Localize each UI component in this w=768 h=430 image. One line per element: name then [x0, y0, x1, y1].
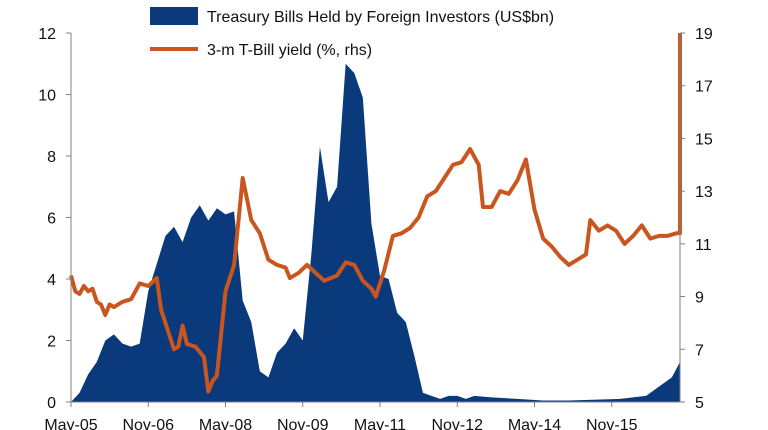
x-tick-label: Nov-15	[586, 417, 638, 430]
axes-layer: 0 2 4 6 8 10 12 5 7 9 11 13 15 17 19 May-05 Nov-06 May-08…	[38, 26, 713, 430]
y-right-tick-label: 9	[695, 290, 704, 307]
legend-line-label: 3-m T-Bill yield (%, rhs)	[207, 42, 372, 59]
y-right-tick-label: 13	[695, 184, 713, 201]
line-series-layer	[69, 33, 682, 394]
x-tick-label: May-05	[44, 417, 97, 430]
x-tick-label: May-11	[354, 417, 406, 430]
y-right-tick-label: 5	[695, 395, 704, 412]
y-right-tick-label: 19	[695, 26, 713, 43]
x-tick-label: Nov-12	[431, 417, 483, 430]
y-left-tick-label: 4	[47, 272, 56, 289]
x-tick-label: May-14	[508, 417, 561, 430]
y-left-tick-label: 12	[38, 26, 56, 43]
x-tick-label: Nov-09	[277, 417, 329, 430]
y-right-tick-label: 15	[695, 131, 713, 148]
legend-area-label: Treasury Bills Held by Foreign Investors…	[207, 9, 554, 26]
y-left-tick-label: 0	[47, 395, 56, 412]
y-right-tick-label: 7	[695, 342, 704, 359]
y-right-tick-label: 17	[695, 79, 713, 96]
legend: Treasury Bills Held by Foreign Investors…	[150, 7, 554, 59]
legend-area-swatch	[150, 7, 198, 25]
x-tick-label: May-08	[199, 417, 252, 430]
y-left-tick-label: 2	[47, 334, 56, 351]
y-left-tick-label: 10	[38, 88, 56, 105]
x-tick-label: Nov-06	[122, 417, 174, 430]
tbill-yield-line	[69, 33, 682, 394]
y-left-tick-label: 6	[47, 211, 56, 228]
y-left-tick-label: 8	[47, 149, 56, 166]
y-right-tick-label: 11	[695, 237, 712, 254]
